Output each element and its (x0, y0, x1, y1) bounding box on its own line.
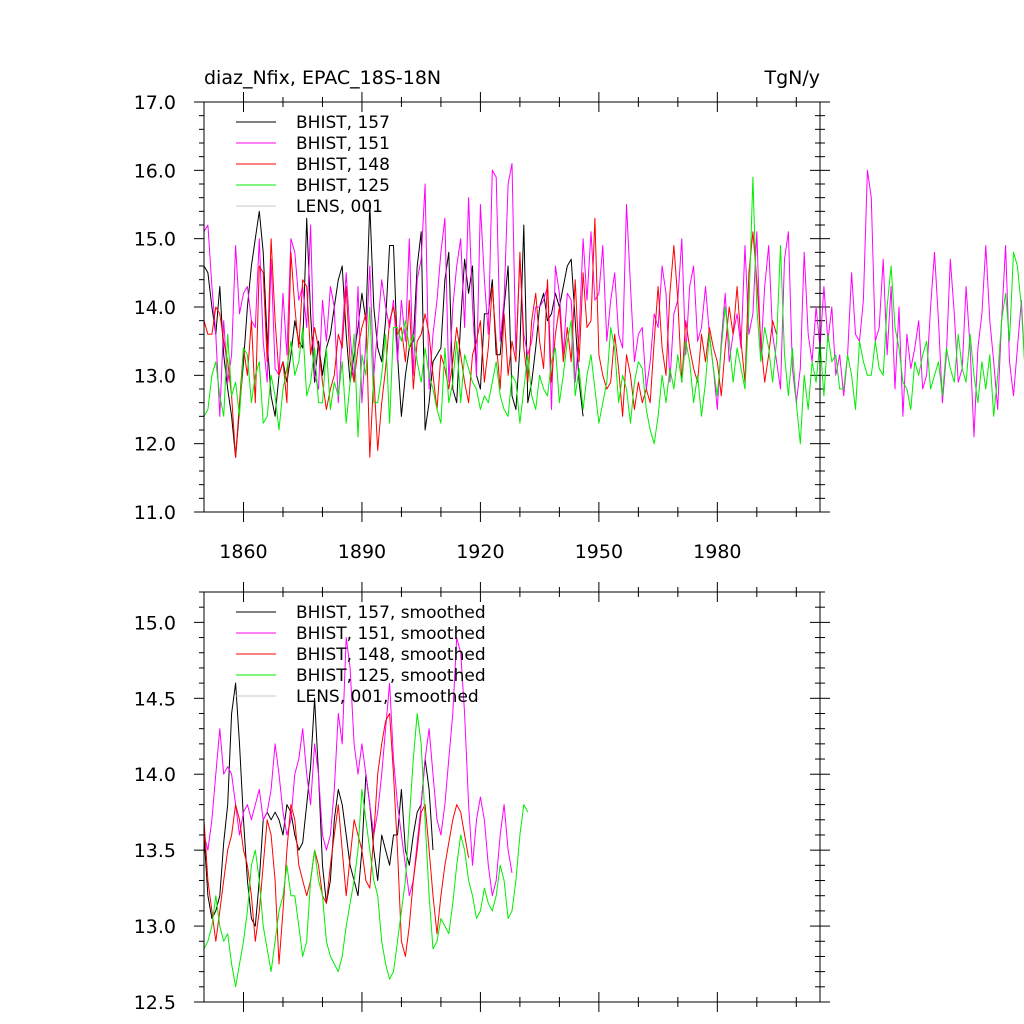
legend-label: BHIST, 151 (296, 134, 390, 154)
series-line-bhist-125 (203, 176, 1024, 445)
y-tick-label: 13.5 (134, 840, 176, 862)
legend-label: LENS, 001, smoothed (296, 687, 479, 707)
y-tick-label: 12.5 (134, 992, 176, 1014)
raw-timeseries-panel: diaz_Nfix, EPAC_18S-18N TgN/y 1860 1890 19… (134, 67, 1024, 563)
series-line-bhist-125 (203, 713, 529, 988)
series-line-bhist-157 (203, 204, 584, 458)
y-tick-label: 12.0 (134, 434, 176, 456)
y-tick-label: 14.0 (134, 764, 176, 786)
legend-label: BHIST, 148 (296, 155, 390, 175)
legend-label: BHIST, 157, smoothed (296, 603, 486, 623)
series-line-bhist-151 (203, 637, 513, 897)
x-tick-label: 1860 (219, 541, 267, 563)
x-tick-label: 1920 (456, 541, 504, 563)
y-tick-label: 11.0 (134, 502, 176, 524)
raw-plot-frame (203, 101, 821, 513)
chart-units-label: TgN/y (763, 67, 820, 89)
y-tick-label: 15.0 (134, 229, 176, 251)
y-tick-label: 13.0 (134, 916, 176, 938)
series-line-bhist-148 (203, 217, 778, 458)
legend-label: BHIST, 125 (296, 176, 390, 196)
legend-label: BHIST, 151, smoothed (296, 624, 486, 644)
smoothed-plot-frame (203, 591, 821, 1003)
chart-title-left: diaz_Nfix, EPAC_18S-18N (204, 67, 441, 89)
legend-label: LENS, 001 (296, 197, 383, 217)
x-tick-label: 1890 (338, 541, 386, 563)
y-tick-label: 16.0 (134, 160, 176, 182)
y-tick-label: 15.0 (134, 612, 176, 634)
y-tick-label: 13.0 (134, 365, 176, 387)
series-line-bhist-151 (203, 163, 1024, 438)
y-tick-label: 17.0 (134, 92, 176, 114)
legend-label: BHIST, 148, smoothed (296, 645, 486, 665)
x-tick-label: 1950 (575, 541, 623, 563)
legend-label: BHIST, 125, smoothed (296, 666, 486, 686)
legend-label: BHIST, 157 (296, 113, 390, 133)
x-tick-label: 1980 (693, 541, 741, 563)
smoothed-timeseries-panel: 12.5 13.0 13.5 14.0 14.5 15.0 BHIST, 157, smo… (134, 582, 830, 1014)
y-tick-label: 14.0 (134, 297, 176, 319)
series-line-bhist-157-smoothed (203, 682, 434, 927)
y-tick-label: 14.5 (134, 688, 176, 710)
